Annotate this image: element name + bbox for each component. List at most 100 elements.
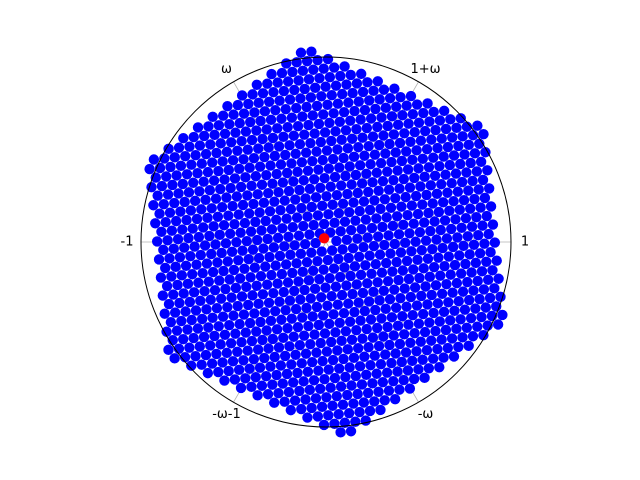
data-point [353,96,364,107]
data-point [372,231,384,242]
data-point [482,274,494,286]
data-point [234,318,245,330]
data-point [276,268,288,280]
data-point [455,113,466,124]
data-point [274,296,285,307]
data-point [263,96,275,107]
data-point [342,344,353,355]
data-point [262,78,273,89]
data-point [438,352,449,363]
data-point [379,395,390,406]
data-point [335,226,346,237]
data-point [445,269,456,280]
data-point [198,331,210,343]
data-point [259,106,271,117]
data-point [256,179,268,190]
data-point [392,165,403,176]
data-point [266,68,277,80]
data-point [257,334,268,346]
data-point [397,311,408,322]
data-point [319,374,330,385]
data-point [357,287,369,299]
data-point [315,136,327,148]
data-point [207,157,218,168]
data-point [363,341,374,353]
data-point [192,122,204,133]
data-point [203,276,215,287]
data-point [386,312,398,323]
data-point [303,275,315,286]
data-point [179,352,191,363]
data-point [195,295,206,307]
data-point [376,112,387,123]
data-point [364,405,376,417]
data-point [330,126,341,137]
data-point [380,148,391,159]
data-point [296,157,308,168]
data-point [248,198,259,210]
data-point [246,134,258,146]
data-point [244,317,256,329]
data-point [159,153,170,164]
data-point [393,229,405,240]
data-point [325,336,337,348]
data-point [366,222,378,234]
data-point [206,248,217,260]
data-point [395,292,406,304]
data-point [260,370,272,382]
data-point [465,157,476,169]
data-point [437,242,448,254]
data-point [386,357,397,369]
data-point [236,135,247,147]
data-point [457,131,468,142]
data-point [367,131,379,142]
data-point [357,333,368,344]
data-point [259,352,270,364]
data-point [377,176,389,187]
data-point [289,285,300,297]
data-point [335,427,346,438]
data-point [281,368,293,380]
data-point [236,337,247,348]
data-point [341,234,353,246]
data-point [409,127,420,138]
data-point [477,174,489,186]
data-point [222,100,233,112]
data-point [346,133,358,144]
data-point [206,358,218,369]
data-point [251,79,263,90]
data-point [432,142,443,154]
data-point [268,86,279,98]
data-point [230,328,241,339]
data-point [245,272,256,283]
data-point [232,145,243,156]
data-point [275,360,287,371]
data-point [463,340,474,352]
data-point [403,319,414,330]
data-point [342,389,353,401]
data-point [181,169,193,180]
data-point [349,261,361,272]
data-point [302,412,313,423]
data-point [480,147,491,158]
data-point [402,365,414,376]
data-point [211,303,223,314]
data-point [448,351,460,362]
data-point [218,220,230,231]
data-point [221,347,233,359]
data-point [332,299,344,310]
data-point [374,295,385,306]
data-point [428,152,439,163]
data-point [446,333,458,344]
data-point [178,132,189,144]
data-point [327,199,338,210]
data-point [436,334,447,345]
data-point [225,182,236,194]
data-point [329,217,340,229]
data-point [397,265,409,276]
data-point [380,349,391,360]
data-point [152,190,163,201]
data-point [340,326,352,337]
data-point [247,89,258,100]
data-point [266,224,278,235]
